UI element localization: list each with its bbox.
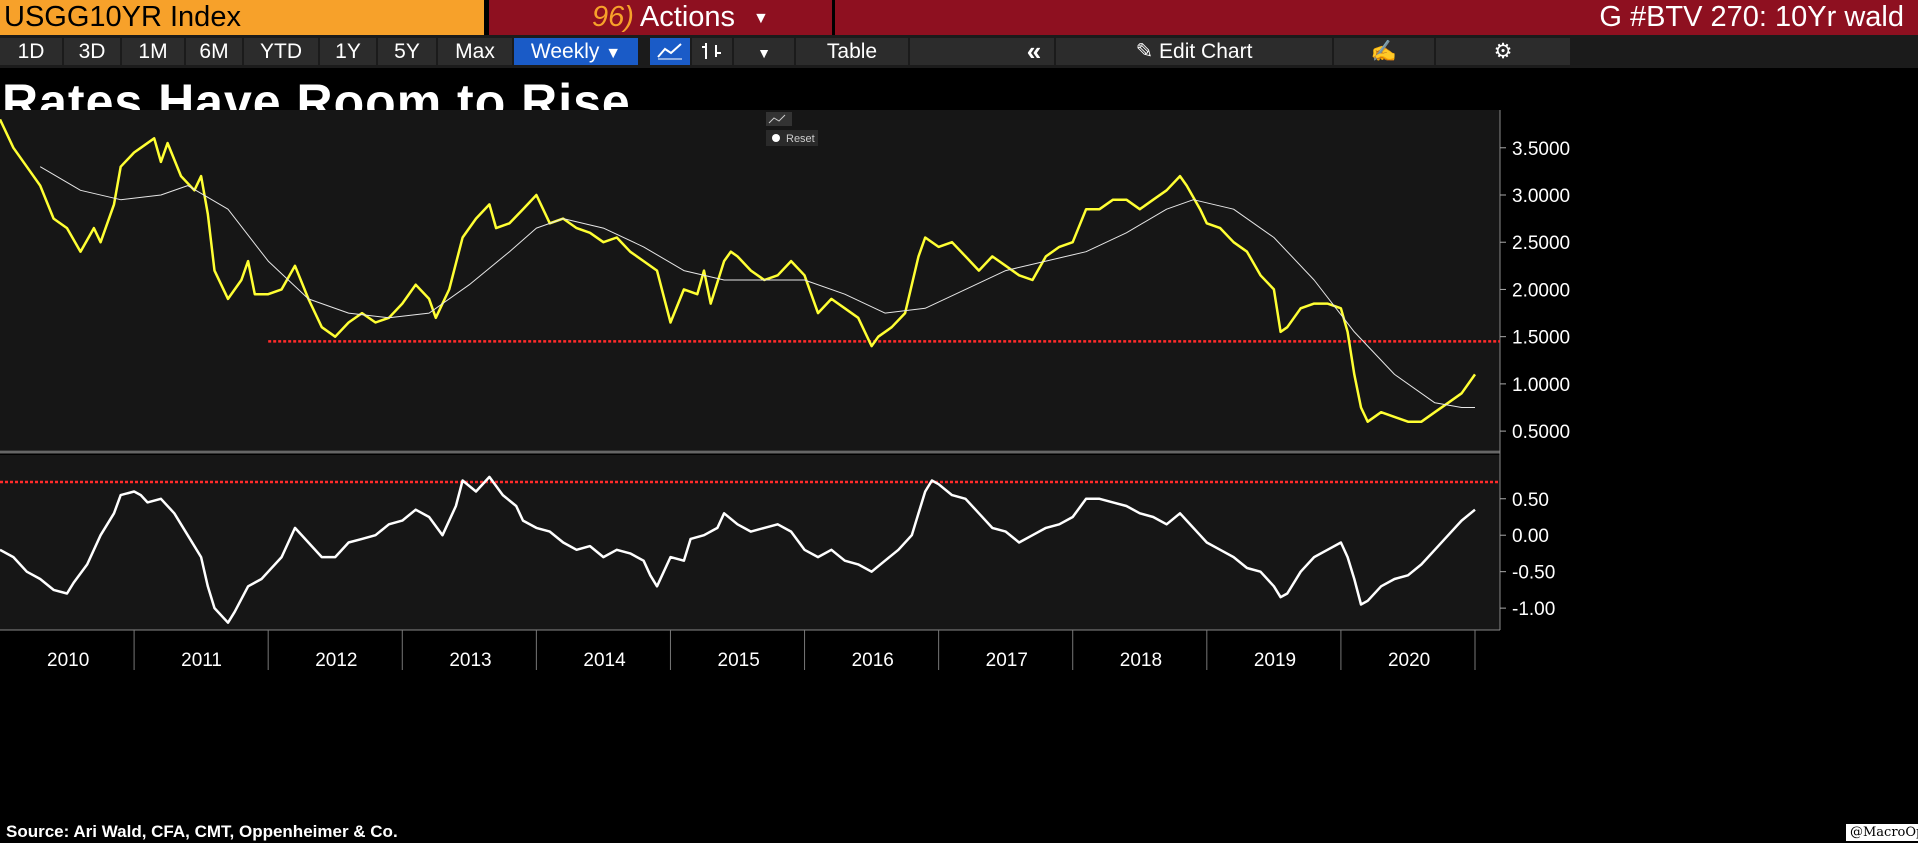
chart-area: 3.5000 3.0000 2.5000 2.0000 1.5000 1.0000 0.50… [0,110,1570,671]
ticker-field[interactable]: USGG10YR Index [0,0,484,35]
edit-chart-label: Edit Chart [1159,40,1253,63]
upper-series-group [0,118,1477,423]
period-button-1m[interactable]: 1M [122,38,184,65]
header-divider [832,0,835,35]
x-tick-label: 2015 [718,650,760,671]
period-button-5y[interactable]: 5Y [378,38,436,65]
collapse-icon[interactable]: « [1014,38,1054,65]
x-axis: 2010 2011 2012 2013 2014 2015 2016 2017 2018 2019… [47,630,1476,671]
x-tick-label: 2020 [1388,650,1430,671]
upper-y-tick-label: 1.5000 [1512,328,1570,349]
x-tick-label: 2016 [852,650,894,671]
x-tick-label: 2018 [1120,650,1162,671]
x-tick-label: 2017 [986,650,1028,671]
period-button-6m[interactable]: 6M [186,38,242,65]
period-button-ytd[interactable]: YTD [244,38,318,65]
actions-number: 96) [592,1,634,33]
period-button-1y[interactable]: 1Y [320,38,376,65]
period-button-max[interactable]: Max [438,38,512,65]
header-divider [484,0,489,35]
lower-y-tick-label: 0.50 [1512,490,1549,511]
gear-icon[interactable]: ⚙ [1436,38,1570,65]
lower-y-tick-label: -1.00 [1512,599,1555,620]
x-tick-label: 2013 [449,650,491,671]
period-button-3d[interactable]: 3D [64,38,120,65]
reset-button[interactable]: Reset [766,130,818,146]
x-tick-label: 2010 [47,650,89,671]
oscillator-series-line [0,475,1476,624]
actions-menu[interactable]: 96) Actions ▼ [592,0,832,35]
line-chart-icon [768,114,786,124]
yield-series-line [0,118,1477,423]
reset-label: Reset [786,133,815,145]
annotate-icon[interactable]: ✍ [1334,38,1434,65]
actions-label: Actions [639,1,736,33]
lower-panel-background [0,455,1500,630]
table-button[interactable]: Table [796,38,908,65]
source-note: Source: Ari Wald, CFA, CMT, Oppenheimer … [6,822,398,841]
upper-y-tick-label: 1.0000 [1512,375,1570,396]
chevron-down-icon: ▼ [605,45,622,62]
reset-button-bg [766,130,818,146]
line-chart-icon[interactable] [650,38,690,65]
x-tick-label: 2011 [181,650,222,671]
chevron-down-icon: ▼ [753,9,769,27]
x-tick-label: 2014 [583,650,626,671]
watermark: @MacroOps [1846,824,1918,841]
upper-y-tick-label: 2.5000 [1512,233,1570,254]
upper-y-tick-label: 2.0000 [1512,280,1570,301]
x-tick-label: 2019 [1254,650,1296,671]
chart-type-dropdown[interactable]: ▼ [734,38,794,65]
upper-y-tick-label: 0.5000 [1512,422,1570,443]
upper-y-axis: 3.5000 3.0000 2.5000 2.0000 1.5000 1.0000 0.50… [1500,139,1570,443]
bar-chart-icon[interactable] [692,38,732,65]
frequency-label: Weekly [530,40,600,63]
lower-y-tick-label: 0.00 [1512,526,1549,547]
chart-type-control[interactable] [766,112,792,126]
chart-type-control-bg [766,112,792,126]
x-tick-label: 2012 [315,650,357,671]
function-title: G #BTV 270: 10Yr wald [1599,1,1904,33]
pencil-icon: ✎ [1135,40,1154,63]
upper-y-tick-label: 3.5000 [1512,139,1570,160]
reset-icon [772,134,780,142]
frequency-dropdown[interactable]: Weekly ▼ [514,38,638,65]
lower-series-group [0,475,1476,624]
edit-chart-button[interactable]: ✎ Edit Chart [1056,38,1332,65]
chevron-down-icon: ▼ [757,45,771,61]
lower-y-axis: 0.50 0.00 -0.50 -1.00 [1500,490,1555,620]
upper-y-tick-label: 3.0000 [1512,186,1570,207]
period-button-1d[interactable]: 1D [0,38,62,65]
lower-y-tick-label: -0.50 [1512,563,1555,584]
moving-average-line [39,166,1475,408]
